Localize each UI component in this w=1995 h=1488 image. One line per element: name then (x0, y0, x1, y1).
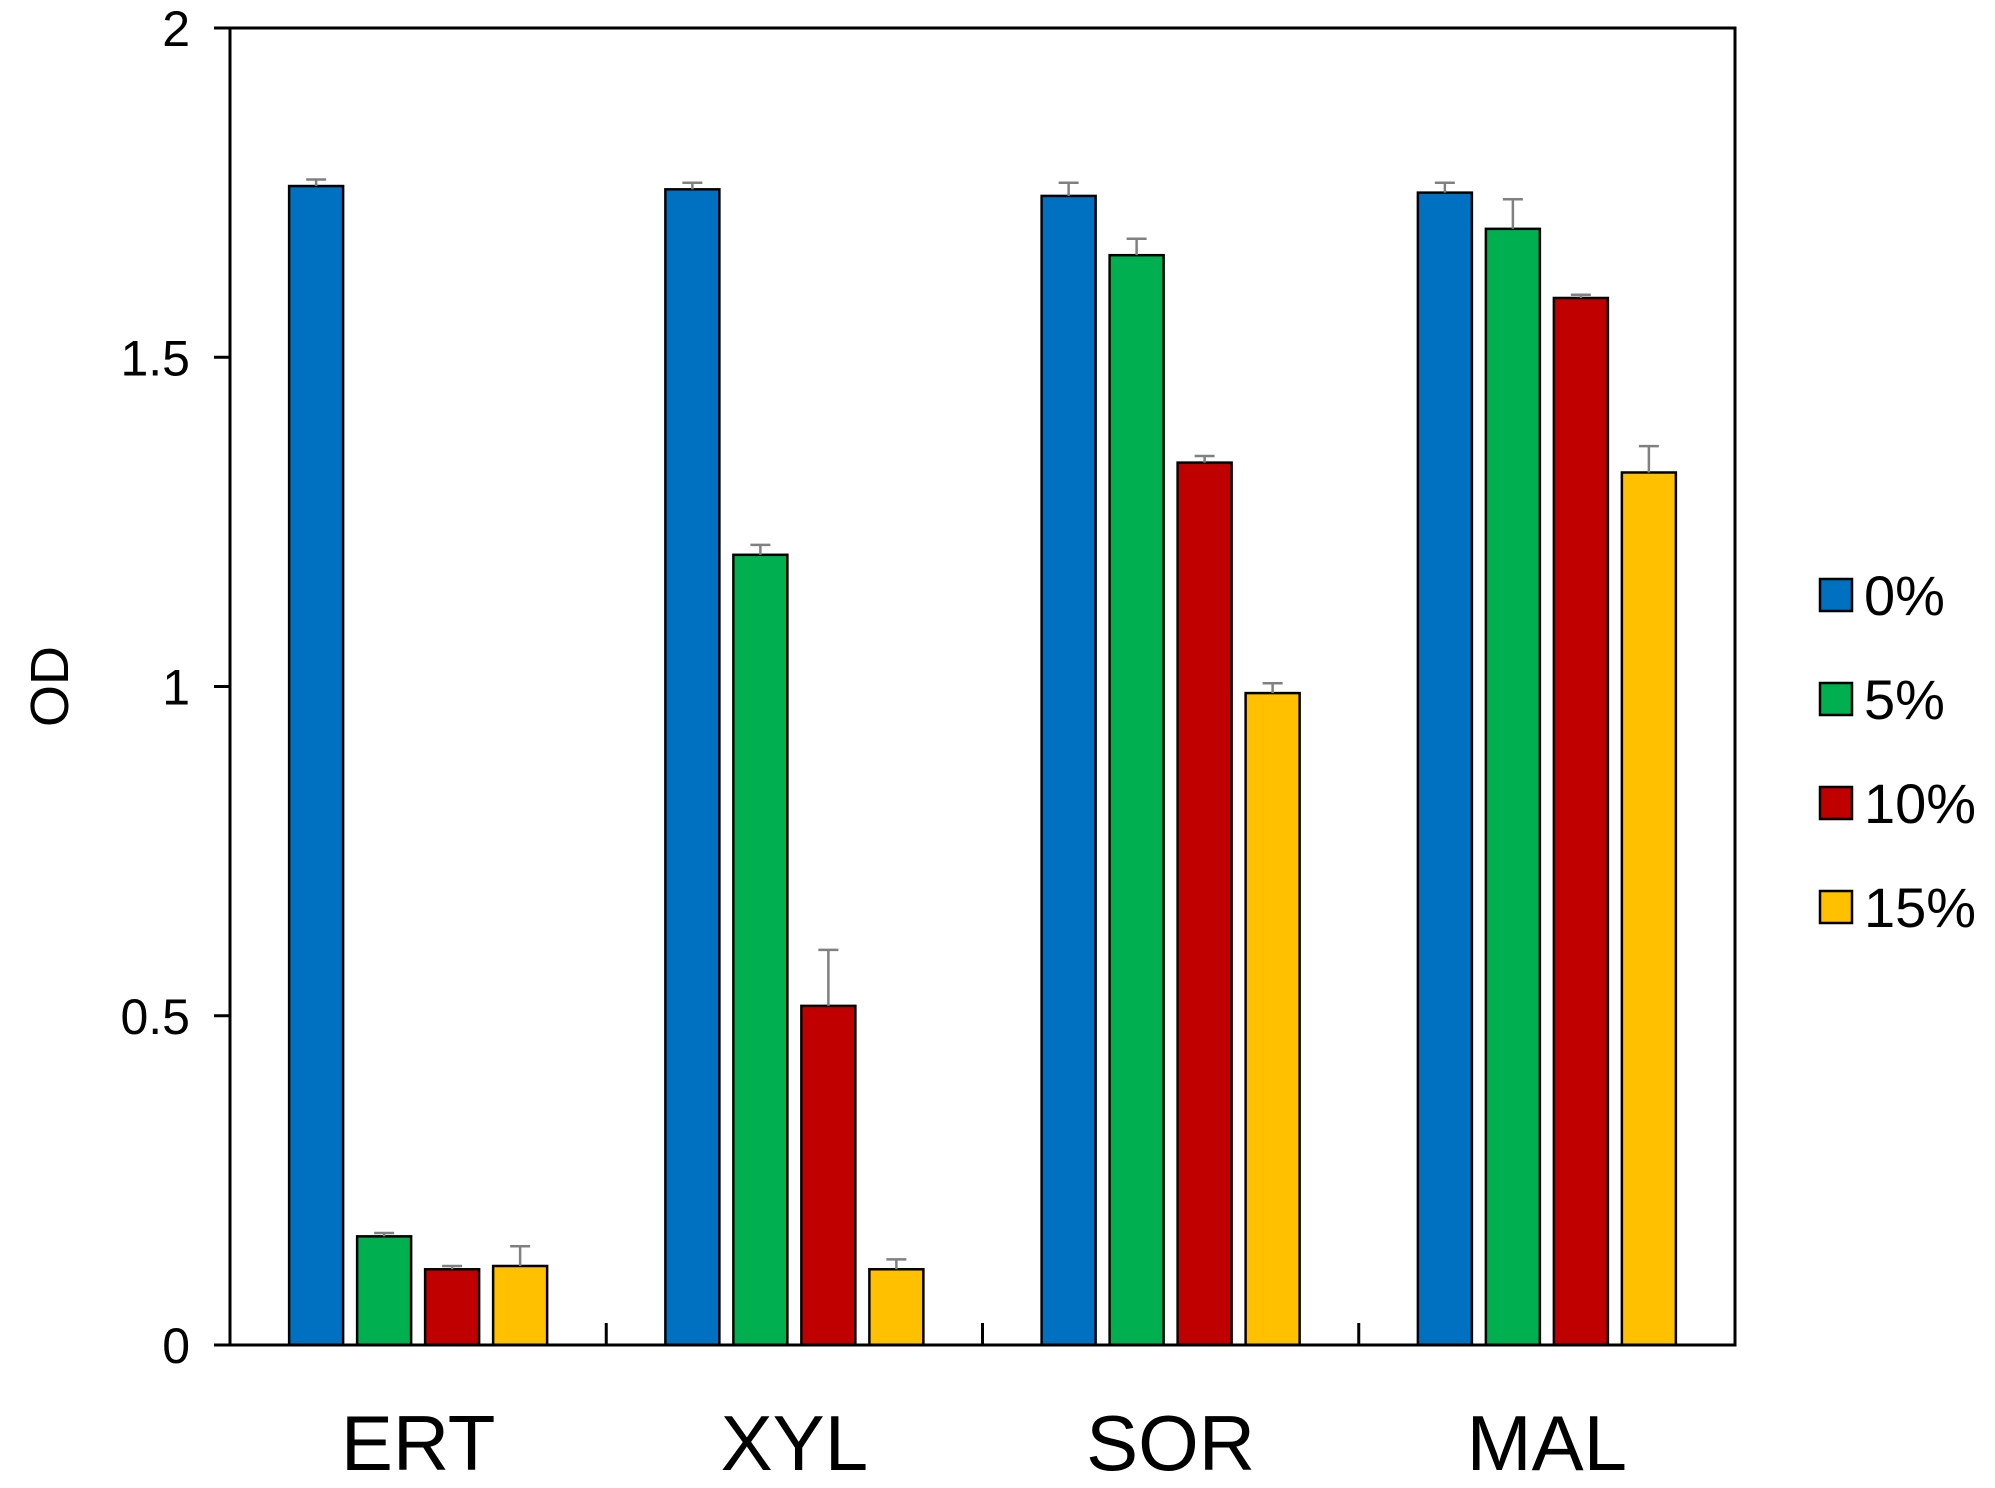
x-category-label: ERT (341, 1399, 496, 1487)
error-bar-xyl-10pct (818, 948, 839, 1006)
bar-mal-15pct (1620, 471, 1678, 1347)
error-bar-mal-0pct (1434, 181, 1455, 193)
legend-label: 10% (1864, 772, 1976, 835)
error-bar-ert-5pct (374, 1231, 395, 1237)
error-bar-xyl-15pct (886, 1258, 907, 1270)
bar-sor-10pct (1176, 461, 1233, 1347)
x-category-label: MAL (1467, 1399, 1627, 1487)
bar-sor-5pct (1108, 253, 1165, 1347)
error-bar-sor-10pct (1194, 454, 1215, 463)
error-bar-mal-10pct (1570, 293, 1591, 298)
error-bar-sor-15pct (1262, 681, 1283, 694)
bar-sor-0pct (1040, 194, 1097, 1347)
y-tick-label: 2 (162, 1, 190, 57)
bar-ert-15pct (491, 1264, 549, 1347)
y-axis-title: OD (20, 646, 80, 727)
error-bar-mal-5pct (1502, 197, 1523, 229)
legend-label: 0% (1864, 564, 1945, 627)
legend-swatch (1818, 889, 1854, 925)
bar-mal-0pct (1416, 191, 1474, 1347)
bar-ert-5pct (355, 1235, 413, 1347)
error-bar-ert-0pct (306, 178, 327, 187)
legend: 0% 5% 10% 15% (1818, 564, 1976, 939)
x-axis-ticks (604, 1323, 1361, 1345)
bars-layer (287, 184, 1678, 1347)
legend-label: 5% (1864, 668, 1945, 731)
error-bar-ert-10pct (442, 1264, 463, 1270)
x-category-label: SOR (1086, 1399, 1255, 1487)
error-bar-mal-15pct (1638, 444, 1659, 473)
legend-swatch (1818, 785, 1854, 821)
legend-item: 15% (1818, 876, 1976, 939)
bar-xyl-15pct (868, 1268, 925, 1347)
legend-item: 0% (1818, 564, 1945, 627)
legend-item: 10% (1818, 772, 1976, 835)
error-bar-sor-5pct (1126, 237, 1147, 256)
error-bars-layer (306, 178, 1659, 1270)
bar-ert-10pct (423, 1268, 481, 1347)
legend-item: 5% (1818, 668, 1945, 731)
bar-mal-5pct (1484, 227, 1542, 1347)
y-tick-label: 1.5 (120, 330, 190, 386)
legend-swatch (1818, 681, 1854, 717)
x-category-label: XYL (721, 1399, 868, 1487)
bar-xyl-5pct (732, 553, 789, 1347)
error-bar-ert-15pct (510, 1244, 531, 1266)
legend-label: 15% (1864, 876, 1976, 939)
y-axis-ticks: 0 0.5 1 1.5 2 (120, 1, 230, 1374)
y-tick-label: 0 (162, 1318, 190, 1374)
bar-xyl-0pct (664, 188, 721, 1347)
error-bar-xyl-5pct (750, 543, 771, 555)
error-bar-sor-0pct (1058, 181, 1079, 196)
legend-swatch (1818, 577, 1854, 613)
bar-sor-15pct (1244, 691, 1301, 1347)
error-bar-xyl-0pct (682, 181, 703, 190)
y-tick-label: 1 (162, 660, 190, 716)
bar-ert-0pct (287, 184, 345, 1347)
axis-labels: ERT XYL SOR MAL (341, 1399, 1627, 1487)
bar-mal-10pct (1552, 296, 1610, 1347)
bar-xyl-10pct (800, 1004, 857, 1347)
y-tick-label: 0.5 (120, 989, 190, 1045)
